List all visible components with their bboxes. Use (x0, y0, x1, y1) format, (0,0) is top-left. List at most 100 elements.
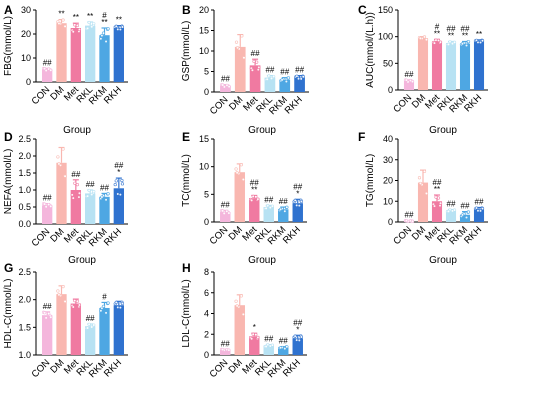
significance-mark: # (102, 11, 107, 20)
y-axis-label: AUC(mmol/(L.h)) (365, 12, 376, 88)
y-tick-label: 10 (199, 46, 209, 56)
data-point (61, 18, 65, 22)
significance-mark: ## (221, 75, 230, 84)
significance-mark: ## (293, 182, 302, 191)
significance-mark: ## (461, 24, 470, 33)
bar-rkh (292, 338, 303, 355)
significance-mark: ## (251, 49, 260, 58)
data-point (56, 155, 60, 159)
significance-mark: ## (265, 66, 274, 75)
data-point (252, 59, 256, 63)
significance-mark: ## (86, 180, 95, 189)
data-point (272, 74, 276, 79)
data-point (57, 293, 61, 297)
data-point (104, 311, 108, 315)
data-point (92, 323, 96, 327)
bar-rkm (99, 196, 110, 224)
data-point (70, 193, 74, 197)
data-point (452, 208, 457, 212)
x-axis-label: Group (63, 125, 91, 136)
y-tick-label: 20 (21, 29, 31, 39)
y-tick-label: 2.0 (18, 151, 31, 161)
data-point (250, 337, 254, 341)
data-point (284, 79, 288, 84)
data-point (480, 39, 485, 43)
data-point (63, 299, 67, 304)
significance-mark: ## (100, 183, 109, 192)
data-point (410, 219, 415, 223)
data-point (293, 198, 297, 202)
significance-mark: ** (448, 31, 454, 40)
significance-mark: ## (43, 194, 52, 203)
data-point (255, 60, 259, 64)
y-tick-label: 1.5 (18, 168, 31, 178)
data-point (438, 40, 443, 44)
data-point (448, 40, 452, 44)
data-point (478, 209, 483, 213)
data-point (106, 301, 110, 305)
bar-dm (56, 23, 67, 82)
data-point (116, 192, 120, 196)
data-point (77, 191, 82, 195)
data-point (283, 209, 287, 213)
data-point (227, 348, 231, 352)
bar-rkl (445, 43, 457, 90)
bar-dm (417, 182, 429, 222)
significance-mark: # (435, 22, 440, 31)
significance-mark: ** (462, 31, 468, 40)
significance-mark: ## (405, 211, 414, 220)
data-point (241, 312, 246, 316)
x-axis-label: Group (68, 255, 96, 266)
bar-met (70, 303, 81, 355)
bar-rkl (85, 193, 96, 224)
data-point (460, 42, 465, 46)
data-point (85, 26, 90, 31)
data-point (280, 78, 284, 82)
data-point (268, 206, 272, 210)
data-point (301, 75, 305, 79)
y-axis-label: FBG(mmol/L) (3, 16, 14, 76)
y-tick-label: 1.0 (18, 350, 31, 360)
data-point (466, 40, 471, 44)
data-point (432, 41, 437, 45)
significance-mark: * (117, 168, 120, 177)
panel-letter: C (358, 3, 367, 17)
data-point (235, 304, 239, 308)
data-point (241, 177, 246, 182)
y-tick-label: 2.0 (18, 295, 31, 305)
bar-rkh (473, 41, 485, 90)
data-point (242, 56, 246, 60)
data-point (106, 192, 110, 196)
y-tick-label: 6 (204, 288, 209, 298)
data-point (222, 211, 226, 216)
y-tick-label: 0 (26, 77, 31, 87)
data-point (118, 306, 122, 310)
bar-rkh (113, 188, 124, 224)
panel-f: F010203040TG(mmol/L)##CONDM**##Met##RKL#… (358, 130, 488, 266)
data-point (90, 325, 94, 329)
category-label: RKH (102, 226, 124, 248)
data-point (63, 24, 67, 28)
bar-met (249, 65, 261, 92)
data-point (221, 209, 225, 213)
data-point (464, 215, 469, 220)
y-tick-label: 1.0 (18, 185, 31, 195)
data-point (73, 181, 77, 185)
data-point (286, 76, 291, 80)
data-point (47, 312, 51, 316)
data-point (100, 34, 104, 38)
data-point (297, 338, 301, 342)
category-label: RKH (281, 357, 303, 379)
data-point (114, 300, 118, 304)
data-point (254, 195, 258, 199)
bar-rkl (263, 207, 274, 222)
significance-mark: ** (58, 10, 64, 19)
y-tick-label: 8 (204, 267, 209, 277)
y-tick-label: 40 (383, 134, 393, 144)
panel-letter: D (4, 130, 13, 144)
